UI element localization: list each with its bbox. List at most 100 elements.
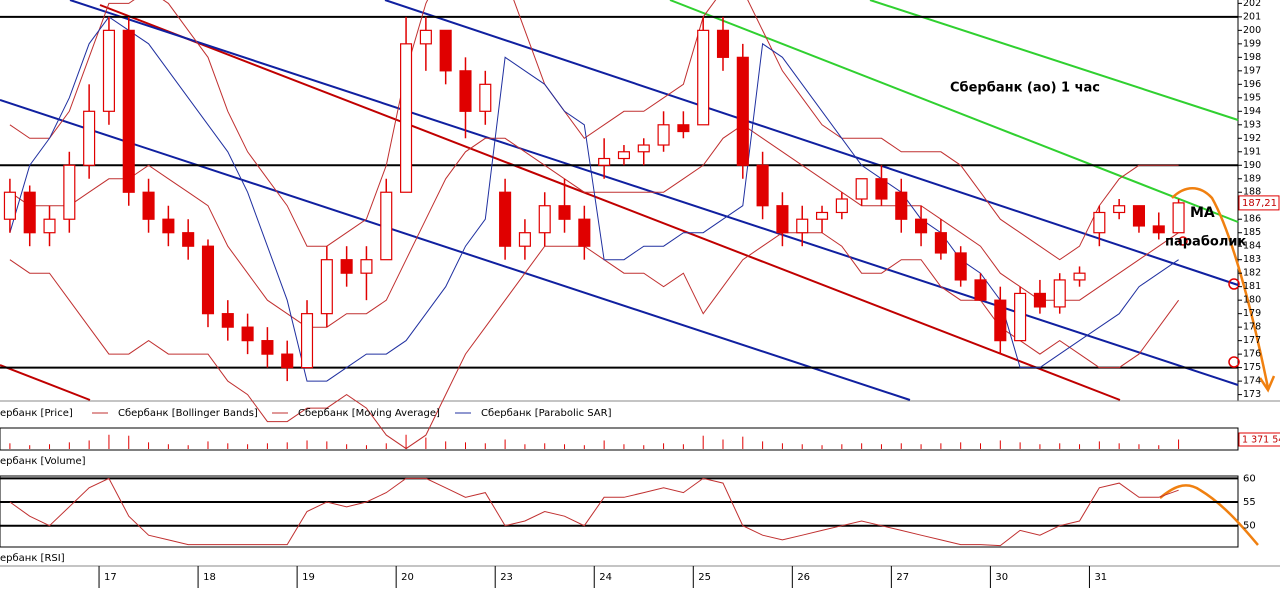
y-tick-label: 184 (1243, 241, 1261, 252)
trend-line (869, 0, 1239, 121)
volume-name: ербанк [Volume] (0, 456, 86, 467)
y-tick-label: 199 (1243, 38, 1261, 49)
rsi-pane (0, 475, 1239, 548)
rsi-tick-label: 60 (1243, 473, 1256, 484)
candle-body (815, 211, 829, 220)
candle-body (221, 313, 234, 328)
candle-body (63, 164, 76, 220)
price-tag-label: 187,21 (1242, 198, 1277, 209)
candle-body (835, 198, 848, 214)
candle-body (162, 218, 175, 234)
annotation: параболик (1165, 235, 1246, 250)
rsi-name: ербанк [RSI] (0, 553, 65, 564)
y-tick-label: 198 (1243, 52, 1261, 63)
legend-label: Сбербанк [Parabolic SAR] (481, 408, 612, 419)
rsi-tick-label: 55 (1243, 497, 1256, 508)
candle-body (1172, 202, 1185, 234)
y-tick-label: 200 (1243, 25, 1261, 36)
y-tick-label: 180 (1243, 295, 1261, 306)
trend-line (99, 4, 1121, 401)
volume-tag (1238, 432, 1280, 447)
x-tick-label: 25 (698, 572, 711, 583)
candle-body (855, 178, 868, 200)
candle-body (23, 191, 36, 234)
y-tick-label: 173 (1243, 389, 1261, 400)
candle-body (776, 205, 789, 234)
candle-body (102, 29, 115, 112)
y-tick-label: 175 (1243, 362, 1261, 373)
candle-body (459, 70, 472, 112)
candle-body (934, 232, 947, 254)
annotation: MA (1190, 205, 1215, 221)
arrow-head (1258, 375, 1276, 393)
rsi-tick-label: 50 (1243, 521, 1256, 532)
bollinger-upper (9, 0, 1179, 261)
candle-body (43, 218, 56, 234)
candle-body (1152, 225, 1165, 234)
candle-body (538, 205, 551, 234)
volume-pane (0, 427, 1239, 451)
legend-label: Сбербанк [Moving Average] (298, 408, 440, 419)
candle-body (994, 299, 1007, 342)
candle-body (677, 124, 690, 133)
candle-body (122, 29, 135, 193)
candle-body (716, 29, 730, 58)
candle-body (380, 191, 393, 261)
candle-body (142, 191, 155, 220)
x-tick-label: 17 (104, 572, 117, 583)
trend-line (0, 364, 91, 401)
candle-body (796, 218, 809, 234)
y-tick-label: 174 (1243, 376, 1261, 387)
candle-body (558, 205, 571, 220)
y-tick-label: 183 (1243, 254, 1261, 265)
candle-body (281, 353, 294, 369)
y-tick-label: 202 (1243, 0, 1261, 9)
candle-body (518, 232, 531, 247)
candle-body (1132, 205, 1146, 227)
y-tick-label: 189 (1243, 173, 1261, 184)
y-tick-label: 181 (1243, 281, 1261, 292)
x-tick-label: 18 (203, 572, 216, 583)
y-tick-label: 193 (1243, 119, 1261, 130)
y-tick-label: 188 (1243, 187, 1261, 198)
candle-body (974, 279, 987, 301)
x-tick-label: 31 (1094, 572, 1107, 583)
x-tick-label: 19 (302, 572, 315, 583)
candle-body (499, 191, 512, 247)
candle-body (617, 151, 630, 160)
y-tick-label: 176 (1243, 349, 1261, 360)
marker (1228, 278, 1240, 290)
candle-body (578, 218, 591, 247)
candle-body (954, 252, 967, 281)
candle-body (201, 245, 215, 315)
candle-body (875, 178, 888, 200)
price-tag (1238, 195, 1280, 211)
y-tick-label: 190 (1243, 160, 1261, 171)
candle-body (439, 29, 452, 72)
legend-label: ербанк [Price] (0, 408, 73, 419)
candle-body (261, 340, 274, 355)
candle-body (915, 218, 928, 234)
candle-body (182, 232, 195, 247)
candle-body (1053, 279, 1066, 308)
x-tick-label: 27 (896, 572, 909, 583)
trend-line (0, 99, 911, 401)
x-tick-label: 24 (599, 572, 612, 583)
y-tick-label: 194 (1243, 106, 1261, 117)
y-tick-label: 178 (1243, 322, 1261, 333)
candle-body (400, 43, 413, 193)
candle-body (1014, 292, 1027, 342)
y-tick-label: 185 (1243, 227, 1261, 238)
y-tick-label: 177 (1243, 335, 1261, 346)
candle-body (419, 29, 432, 45)
candle-body (736, 56, 749, 166)
y-tick-label: 197 (1243, 65, 1261, 76)
volume-tag-label: 1 371 54 (1242, 435, 1280, 446)
y-tick-label: 196 (1243, 79, 1261, 90)
marker (1178, 236, 1188, 246)
legend-label: Сбербанк [Bollinger Bands] (118, 408, 258, 419)
trend-line (384, 0, 1239, 286)
trend-line (669, 0, 1239, 223)
marker (1228, 356, 1240, 368)
y-tick-label: 179 (1243, 308, 1261, 319)
